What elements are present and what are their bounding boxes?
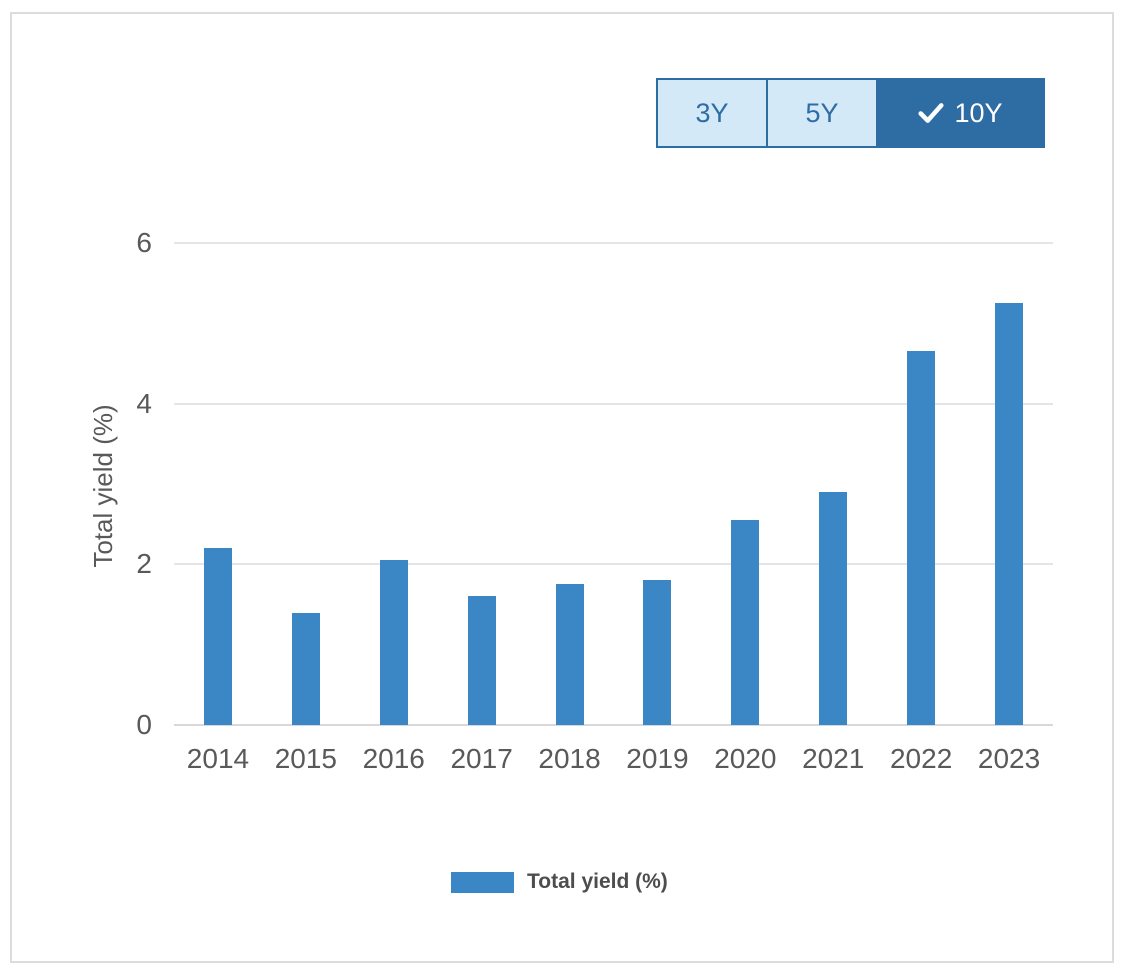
gridline-y2 (174, 563, 1053, 566)
x-tick-label-2023: 2023 (977, 743, 1041, 774)
x-tick-label-2014: 2014 (186, 743, 250, 774)
bar-2023[interactable] (995, 303, 1024, 725)
y-tick-label-6: 6 (136, 227, 152, 258)
x-tick-label-2018: 2018 (538, 743, 601, 774)
check-icon (918, 103, 945, 123)
x-tick-label-2022: 2022 (889, 743, 953, 774)
legend-item[interactable]: Total yield (%) (451, 870, 668, 894)
bar-2022[interactable] (907, 351, 936, 725)
x-tick-label-2021: 2021 (802, 743, 865, 774)
range-button-3y[interactable]: 3Y (656, 78, 768, 148)
range-button-label: 5Y (805, 97, 839, 128)
range-selector: 3Y 5Y 10Y (656, 78, 1045, 148)
gridline-y4 (174, 402, 1053, 405)
y-axis-title: Total yield (%) (88, 404, 118, 568)
x-axis-line (174, 724, 1053, 726)
range-button-label: 3Y (695, 97, 729, 128)
chart-card: 3Y 5Y 10Y Total yield (%) 0 2 4 6 2014 2015 2016… (10, 12, 1114, 963)
bar-2015[interactable] (291, 612, 320, 725)
range-button-label: 10Y (954, 97, 1003, 128)
x-tick-label-2020: 2020 (714, 743, 777, 774)
range-button-5y[interactable]: 5Y (766, 78, 878, 148)
x-tick-label-2017: 2017 (450, 743, 513, 774)
x-tick-label-2016: 2016 (362, 743, 425, 774)
bar-2014[interactable] (203, 548, 232, 725)
x-tick-label-2019: 2019 (626, 743, 689, 774)
y-tick-label-0: 0 (136, 709, 152, 740)
bar-2021[interactable] (819, 492, 848, 725)
range-button-10y[interactable]: 10Y (876, 78, 1045, 148)
x-tick-label-2015: 2015 (274, 743, 337, 774)
legend-swatch (451, 871, 514, 893)
gridline-y6 (174, 242, 1053, 244)
bar-2017[interactable] (467, 596, 496, 725)
bar-2019[interactable] (643, 580, 672, 725)
y-tick-label-2: 2 (136, 548, 152, 580)
bar-2020[interactable] (731, 520, 760, 725)
legend-label: Total yield (%) (527, 870, 668, 893)
y-tick-label-4: 4 (136, 387, 152, 419)
bar-2018[interactable] (555, 584, 584, 725)
bar-2016[interactable] (379, 560, 408, 725)
